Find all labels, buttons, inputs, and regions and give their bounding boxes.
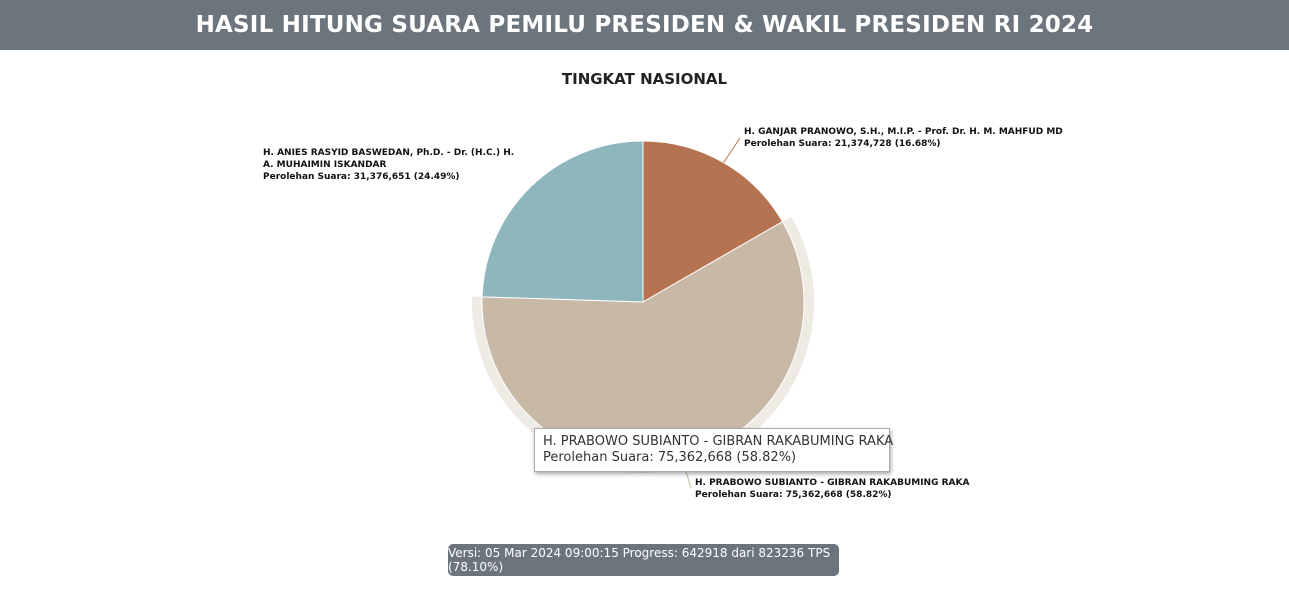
header-bar: HASIL HITUNG SUARA PEMILU PRESIDEN & WAK… [0,0,1289,50]
tooltip-value: Perolehan Suara: 75,362,668 (58.82%) [543,450,797,465]
slice-label-value: Perolehan Suara: 21,374,728 (16.68%) [744,139,941,149]
pie-slice-1[interactable] [642,140,784,303]
slice-label-name: H. PRABOWO SUBIANTO - GIBRAN RAKABUMING … [695,478,969,488]
tooltip-series-name: H. PRABOWO SUBIANTO - GIBRAN RAKABUMING … [543,434,894,449]
chart-title: TINGKAT NASIONAL [561,70,728,88]
version-progress-badge: Versi: 05 Mar 2024 09:00:15 Progress: 64… [448,544,839,576]
version-progress-text: Versi: 05 Mar 2024 09:00:15 Progress: 64… [448,546,831,574]
slice-label-value: Perolehan Suara: 31,376,651 (24.49%) [263,172,460,182]
chart-tooltip: H. PRABOWO SUBIANTO - GIBRAN RAKABUMING … [534,428,894,472]
slice-label-name: H. ANIES RASYID BASWEDAN, Ph.D. - Dr. (H… [263,148,514,158]
label-connector-1 [723,137,741,163]
page-title: HASIL HITUNG SUARA PEMILU PRESIDEN & WAK… [195,12,1094,38]
slice-label-name: A. MUHAIMIN ISKANDAR [263,160,387,170]
slice-label-name: H. GANJAR PRANOWO, S.H., M.I.P. - Prof. … [744,127,1063,137]
slice-label-value: Perolehan Suara: 75,362,668 (58.82%) [695,490,892,500]
pie-slice-3[interactable] [481,140,644,303]
